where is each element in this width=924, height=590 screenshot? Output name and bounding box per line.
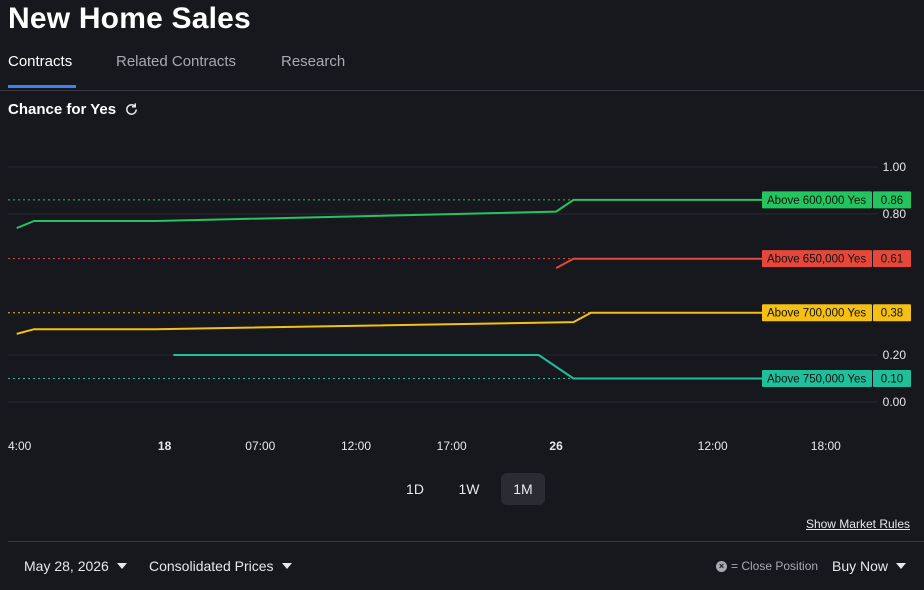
series-value-box (873, 304, 911, 322)
series-line (555, 257, 783, 269)
page-title: New Home Sales (8, 2, 251, 35)
series-label-box (762, 370, 872, 387)
series-value-box (873, 191, 911, 209)
series-label-box (762, 250, 872, 268)
series-line (16, 198, 783, 230)
series-name-label: Above 650,000 Yes (767, 254, 866, 266)
series-name-label: Above 700,000 Yes (767, 308, 866, 320)
series-name-label: Above 600,000 Yes (767, 195, 866, 207)
y-tick-label: 0.00 (883, 395, 907, 409)
active-tab-indicator (8, 85, 76, 88)
probability-chart: 1.00 0.80 0.20 0.00 4:00 18 07:00 12:00 17:00 26 1… (8, 160, 911, 453)
x-tick-label: 12:00 (698, 439, 728, 453)
x-tick-label: 26 (549, 439, 563, 453)
y-tick-label: 0.20 (883, 348, 907, 362)
series-line (16, 311, 783, 335)
date-value: May 28, 2026 (24, 558, 109, 574)
date-dropdown[interactable]: May 28, 2026 (24, 558, 127, 574)
close-position-label: = Close Position (731, 559, 819, 573)
prices-dropdown[interactable]: Consolidated Prices (149, 558, 292, 574)
buy-now-dropdown[interactable]: Buy Now (832, 558, 907, 574)
chance-label: Chance for Yes (8, 101, 117, 118)
show-market-rules-link[interactable]: Show Market Rules (805, 517, 910, 531)
close-position-legend: × = Close Position (716, 559, 818, 573)
x-tick-label: 4:00 (8, 439, 32, 453)
chance-header: Chance for Yes (8, 101, 139, 118)
range-1d-button[interactable]: 1D (406, 481, 424, 497)
tab-contracts[interactable]: Contracts (8, 53, 73, 70)
tab-research[interactable]: Research (281, 53, 346, 70)
prices-value: Consolidated Prices (149, 558, 274, 574)
series-value-label: 0.10 (881, 374, 903, 386)
series-label-box (762, 304, 872, 322)
x-tick-label: 18 (158, 439, 172, 453)
refresh-icon[interactable] (124, 102, 139, 117)
y-tick-label: 1.00 (883, 160, 907, 174)
series-name-label: Above 750,000 Yes (767, 374, 866, 386)
series-line (173, 354, 783, 380)
series-value-label: 0.38 (881, 308, 903, 320)
buy-now-label: Buy Now (832, 558, 889, 574)
series-value-label: 0.86 (881, 195, 903, 207)
series-value-box (873, 250, 911, 268)
x-tick-label: 07:00 (245, 439, 275, 453)
y-tick-label: 0.80 (883, 207, 907, 221)
series-value-box (873, 370, 911, 387)
footer-divider (8, 541, 924, 542)
range-selector: 1D 1W 1M (393, 473, 545, 505)
caret-down-icon (116, 563, 127, 569)
series-label-box (762, 191, 872, 209)
range-1m-button[interactable]: 1M (501, 473, 545, 505)
series-value-label: 0.61 (881, 254, 903, 266)
caret-down-icon (281, 563, 292, 569)
tab-bar: Contracts Related Contracts Research (0, 50, 924, 91)
x-tick-label: 17:00 (437, 439, 467, 453)
close-circle-icon: × (716, 560, 727, 572)
caret-down-icon (896, 563, 907, 569)
range-1w-button[interactable]: 1W (458, 481, 480, 497)
x-tick-label: 18:00 (811, 439, 841, 453)
x-tick-label: 12:00 (341, 439, 371, 453)
tab-related-contracts[interactable]: Related Contracts (116, 53, 237, 70)
